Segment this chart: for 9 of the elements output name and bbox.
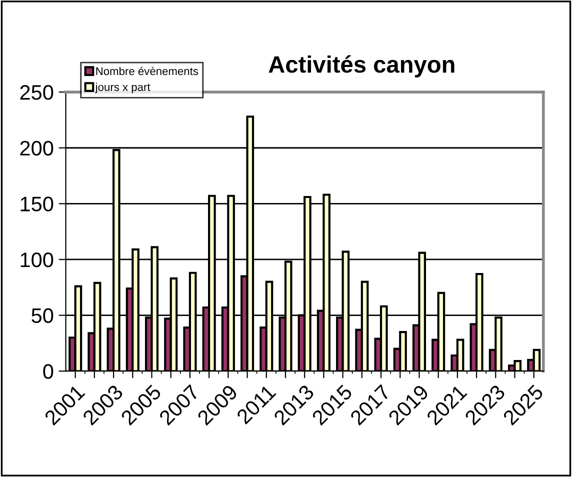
y-tick-label: 0: [43, 364, 54, 379]
y-tick-label: 250: [20, 85, 54, 100]
y-tick-label: 200: [20, 140, 54, 156]
legend-label: jours x part: [95, 82, 150, 94]
y-tick-label: 100: [20, 252, 54, 268]
legend-label: Nombre évènements: [96, 66, 198, 76]
chart-title: Activités canyon: [268, 55, 454, 78]
y-tick-label: 150: [20, 196, 54, 212]
y-tick-label: 50: [32, 308, 54, 324]
